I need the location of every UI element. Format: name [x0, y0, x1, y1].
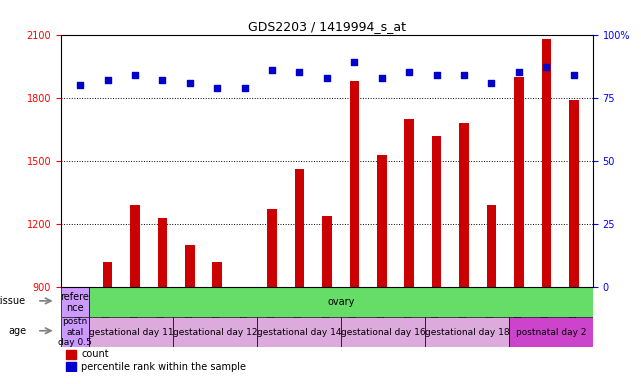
- Text: gestational day 16: gestational day 16: [340, 328, 425, 337]
- Text: postnatal day 2: postnatal day 2: [515, 328, 586, 337]
- Point: [185, 79, 195, 86]
- Bar: [322, 216, 331, 288]
- Point: [513, 70, 524, 76]
- Bar: [459, 123, 469, 288]
- Text: gestational day 18: gestational day 18: [424, 328, 509, 337]
- Point: [459, 72, 469, 78]
- Bar: [487, 205, 496, 288]
- Bar: [103, 262, 112, 288]
- Point: [404, 70, 414, 76]
- Bar: [404, 119, 414, 288]
- Point: [294, 70, 304, 76]
- Bar: [341, 317, 425, 347]
- Bar: [432, 136, 442, 288]
- Bar: [173, 317, 257, 347]
- Bar: [349, 81, 359, 288]
- Text: gestational day 11: gestational day 11: [88, 328, 173, 337]
- Text: ovary: ovary: [327, 297, 354, 307]
- Bar: [425, 317, 509, 347]
- Bar: [514, 77, 524, 288]
- Bar: [130, 205, 140, 288]
- Point: [569, 72, 579, 78]
- Point: [377, 74, 387, 81]
- Bar: [569, 100, 579, 288]
- Text: gestational day 12: gestational day 12: [172, 328, 257, 337]
- Point: [75, 82, 85, 88]
- Point: [130, 72, 140, 78]
- Point: [157, 77, 167, 83]
- Text: refere
nce: refere nce: [60, 291, 89, 313]
- Bar: [61, 317, 89, 347]
- Bar: [257, 317, 341, 347]
- Text: postn
atal
day 0.5: postn atal day 0.5: [58, 317, 92, 347]
- Point: [322, 74, 332, 81]
- Title: GDS2203 / 1419994_s_at: GDS2203 / 1419994_s_at: [248, 20, 406, 33]
- Bar: [240, 288, 249, 291]
- Bar: [66, 362, 76, 371]
- Bar: [295, 169, 304, 288]
- Point: [487, 79, 497, 86]
- Point: [431, 72, 442, 78]
- Text: age: age: [8, 326, 26, 336]
- Point: [240, 84, 250, 91]
- Text: percentile rank within the sample: percentile rank within the sample: [81, 362, 246, 372]
- Point: [212, 84, 222, 91]
- Point: [267, 67, 277, 73]
- Bar: [267, 209, 277, 288]
- Bar: [185, 245, 195, 288]
- Bar: [377, 155, 387, 288]
- Bar: [509, 317, 593, 347]
- Bar: [61, 288, 89, 317]
- Bar: [158, 218, 167, 288]
- Point: [541, 65, 551, 71]
- Text: count: count: [81, 349, 109, 359]
- Bar: [212, 262, 222, 288]
- Point: [349, 59, 360, 65]
- Bar: [89, 317, 173, 347]
- Point: [103, 77, 113, 83]
- Text: tissue: tissue: [0, 296, 26, 306]
- Text: gestational day 14: gestational day 14: [256, 328, 341, 337]
- Bar: [66, 350, 76, 359]
- Bar: [542, 39, 551, 288]
